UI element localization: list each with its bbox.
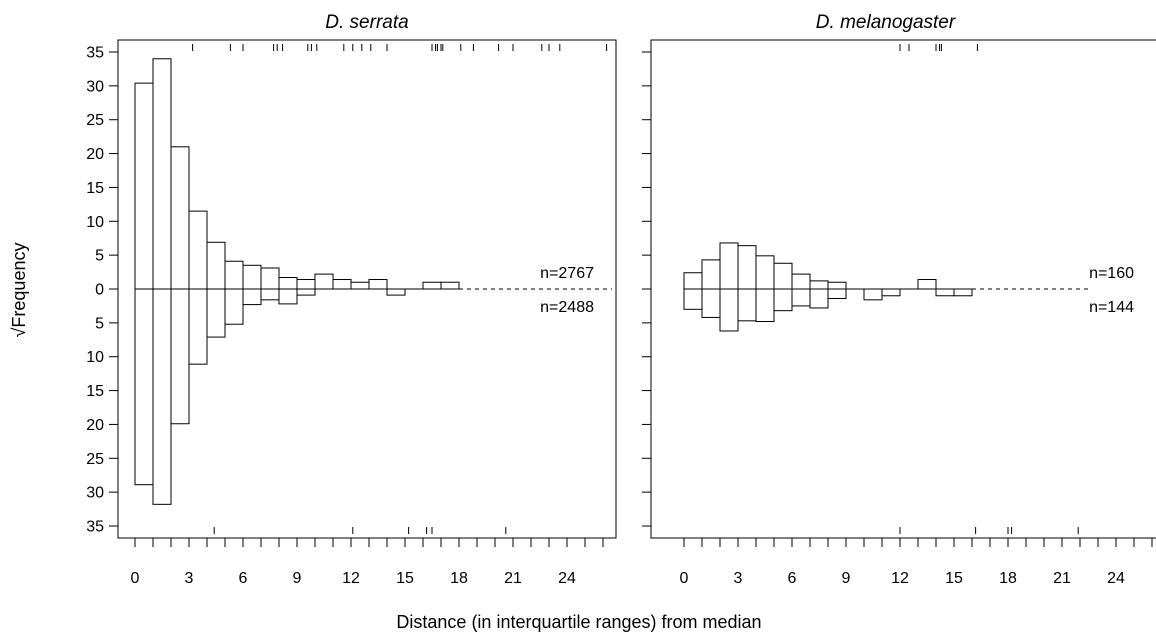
y-tick-label: 5 xyxy=(95,315,104,332)
y-tick-label: 30 xyxy=(86,78,104,95)
bar-upper xyxy=(701,259,721,290)
bar-upper xyxy=(332,279,352,290)
bar-lower xyxy=(773,288,793,312)
y-tick-label: 5 xyxy=(95,248,104,265)
n-label-lower: n=144 xyxy=(1089,299,1134,316)
y-tick-label: 35 xyxy=(86,45,104,62)
x-tick-label: 9 xyxy=(842,570,851,587)
bar-upper xyxy=(368,279,388,290)
y-axis-title: √Frequency xyxy=(9,243,29,338)
panel-title: D. melanogaster xyxy=(816,12,956,33)
x-axis-title: Distance (in interquartile ranges) from … xyxy=(396,612,761,632)
bar-upper xyxy=(260,267,280,290)
bar-lower xyxy=(386,288,406,296)
bar-lower xyxy=(827,288,847,299)
bar-lower xyxy=(296,288,316,296)
bar-lower xyxy=(791,288,811,307)
bar-upper xyxy=(314,273,334,290)
bar-upper xyxy=(791,273,811,290)
panel-1: D. melanogaster 0 3 6 9 12 15 18 21 24 n=160 n=144 xyxy=(642,12,1156,587)
bar-lower xyxy=(170,288,190,425)
x-tick-label: 15 xyxy=(396,570,414,587)
n-label-lower: n=2488 xyxy=(540,299,594,316)
x-tick-label: 0 xyxy=(131,570,140,587)
bar-upper xyxy=(224,260,244,290)
x-tick-label: 6 xyxy=(788,570,797,587)
bar-upper xyxy=(152,58,172,290)
y-tick-label: 20 xyxy=(86,417,104,434)
bar-upper xyxy=(683,272,703,290)
bar-lower xyxy=(188,288,208,365)
bar-upper xyxy=(440,281,460,290)
x-tick-label: 21 xyxy=(504,570,522,587)
bar-lower xyxy=(701,288,721,318)
bar-lower xyxy=(134,288,154,486)
bar-upper xyxy=(242,264,262,290)
panel-0: D. serrata 35 30 25 20 15 10 5 0 5 10 15 20 25 30 35 0 3 6… xyxy=(86,12,617,587)
x-tick-label: 9 xyxy=(293,570,302,587)
bar-upper xyxy=(422,281,442,290)
bar-upper xyxy=(917,279,937,290)
y-tick-label: 35 xyxy=(86,519,104,536)
bar-lower xyxy=(719,288,739,332)
bar-lower xyxy=(152,288,172,505)
bar-lower xyxy=(278,288,298,305)
x-tick-label: 21 xyxy=(1053,570,1071,587)
x-tick-label: 18 xyxy=(999,570,1017,587)
bar-upper xyxy=(773,262,793,290)
n-label-upper: n=2767 xyxy=(540,265,594,282)
bar-lower xyxy=(206,288,226,338)
bar-upper xyxy=(170,146,190,290)
bar-upper xyxy=(719,242,739,290)
bar-lower xyxy=(863,288,883,301)
bar-lower xyxy=(809,288,829,309)
x-tick-label: 12 xyxy=(342,570,360,587)
bar-upper xyxy=(206,241,226,290)
x-tick-label: 3 xyxy=(185,570,194,587)
bar-lower xyxy=(881,288,901,297)
bar-upper xyxy=(737,245,757,290)
bar-lower xyxy=(242,288,262,306)
bar-lower xyxy=(935,288,955,297)
bar-lower xyxy=(737,288,757,322)
y-tick-label: 10 xyxy=(86,349,104,366)
bar-lower xyxy=(224,288,244,325)
x-tick-label: 18 xyxy=(450,570,468,587)
x-tick-label: 3 xyxy=(734,570,743,587)
x-tick-label: 15 xyxy=(945,570,963,587)
y-tick-label: 0 xyxy=(95,282,104,299)
y-tick-label: 25 xyxy=(86,112,104,129)
bar-upper xyxy=(188,210,208,290)
y-tick-label: 25 xyxy=(86,451,104,468)
bar-upper xyxy=(134,82,154,290)
y-tick-label: 10 xyxy=(86,214,104,231)
bar-upper xyxy=(755,255,775,290)
bar-lower xyxy=(953,288,973,297)
bar-upper xyxy=(350,281,370,290)
bar-upper xyxy=(827,281,847,290)
x-tick-label: 0 xyxy=(680,570,689,587)
y-tick-label: 15 xyxy=(86,383,104,400)
x-tick-label: 6 xyxy=(239,570,248,587)
bar-upper xyxy=(809,280,829,290)
panel-title: D. serrata xyxy=(325,12,408,33)
bar-upper xyxy=(278,276,298,290)
y-tick-label: 20 xyxy=(86,146,104,163)
bar-lower xyxy=(755,288,775,323)
n-label-upper: n=160 xyxy=(1089,265,1134,282)
x-tick-label: 24 xyxy=(1107,570,1125,587)
bar-upper xyxy=(296,279,316,290)
x-tick-label: 12 xyxy=(891,570,909,587)
bar-lower xyxy=(260,288,280,301)
x-tick-label: 24 xyxy=(558,570,576,587)
y-tick-label: 15 xyxy=(86,180,104,197)
bar-lower xyxy=(683,288,703,310)
y-tick-label: 30 xyxy=(86,485,104,502)
